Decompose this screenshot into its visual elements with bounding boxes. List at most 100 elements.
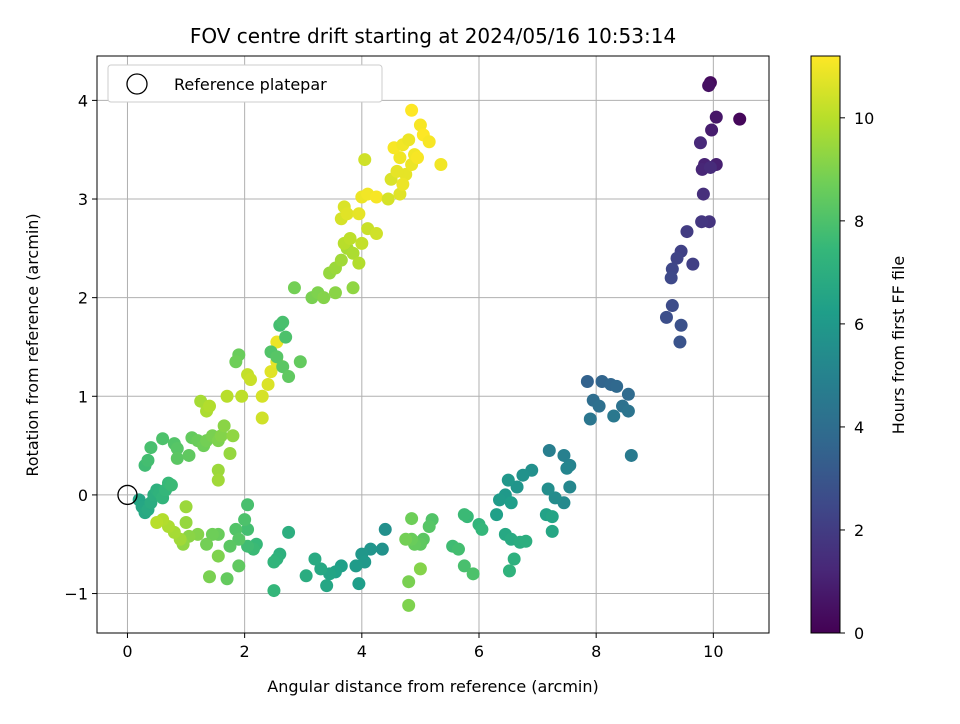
data-point bbox=[405, 512, 419, 526]
data-point bbox=[287, 281, 301, 295]
y-axis-label: Rotation from reference (arcmin) bbox=[23, 213, 42, 476]
data-point bbox=[352, 577, 366, 591]
data-point bbox=[399, 532, 413, 546]
data-point bbox=[346, 246, 360, 260]
data-point bbox=[475, 522, 489, 536]
data-point bbox=[422, 135, 436, 149]
x-tick-label: 8 bbox=[591, 642, 601, 661]
data-point bbox=[501, 473, 515, 487]
data-point bbox=[592, 399, 606, 413]
data-point bbox=[507, 552, 521, 566]
data-point bbox=[282, 370, 296, 384]
data-point bbox=[674, 318, 688, 332]
plot-frame bbox=[96, 55, 770, 634]
data-point bbox=[343, 231, 357, 245]
data-point bbox=[702, 79, 716, 93]
data-point bbox=[314, 562, 328, 576]
y-tick-label: −1 bbox=[64, 585, 88, 604]
data-point bbox=[211, 463, 225, 477]
data-point bbox=[270, 350, 284, 364]
colorbar-tick-label: 10 bbox=[854, 109, 874, 128]
data-point bbox=[705, 123, 719, 137]
data-point bbox=[200, 537, 214, 551]
data-point bbox=[542, 444, 556, 458]
data-point bbox=[673, 335, 687, 349]
data-point bbox=[607, 409, 621, 423]
data-point bbox=[328, 286, 342, 300]
data-point bbox=[709, 110, 723, 124]
data-point bbox=[457, 508, 471, 522]
data-point bbox=[214, 429, 228, 443]
data-point bbox=[144, 441, 158, 455]
data-point bbox=[320, 579, 334, 593]
data-point bbox=[516, 468, 530, 482]
data-point bbox=[235, 389, 249, 403]
data-point bbox=[390, 164, 404, 178]
data-point bbox=[211, 549, 225, 563]
data-point bbox=[352, 207, 366, 221]
x-tick-label: 6 bbox=[474, 642, 484, 661]
data-point bbox=[220, 389, 234, 403]
y-tick-label: 0 bbox=[78, 486, 88, 505]
reference-point-marker bbox=[117, 484, 138, 506]
data-point bbox=[243, 373, 257, 387]
data-point bbox=[279, 330, 293, 344]
colorbar-tick-label: 2 bbox=[854, 521, 864, 540]
data-point bbox=[381, 192, 395, 206]
data-point bbox=[308, 552, 322, 566]
data-point bbox=[410, 151, 424, 165]
y-tick-label: 4 bbox=[78, 91, 88, 110]
data-point bbox=[405, 103, 419, 117]
x-tick-label: 4 bbox=[357, 642, 367, 661]
colorbar-tick-label: 6 bbox=[854, 315, 864, 334]
data-point bbox=[340, 207, 354, 221]
data-point bbox=[624, 448, 638, 462]
data-point bbox=[293, 355, 307, 369]
data-point bbox=[156, 432, 170, 446]
data-point bbox=[241, 522, 255, 536]
data-point bbox=[164, 478, 178, 492]
data-point bbox=[402, 575, 416, 589]
data-point bbox=[179, 516, 193, 530]
colorbar-label: Hours from first FF file bbox=[889, 256, 908, 435]
data-point bbox=[393, 151, 407, 165]
data-point bbox=[276, 315, 290, 329]
data-point bbox=[232, 559, 246, 573]
data-point bbox=[686, 257, 700, 271]
data-point bbox=[150, 516, 164, 530]
data-point bbox=[422, 519, 436, 533]
data-point bbox=[232, 532, 246, 546]
data-point bbox=[170, 442, 184, 456]
y-tick-label: 1 bbox=[78, 387, 88, 406]
data-point bbox=[413, 118, 427, 132]
x-tick-label: 10 bbox=[703, 642, 723, 661]
data-point bbox=[369, 227, 383, 241]
legend: Reference platepar bbox=[107, 64, 383, 103]
data-point bbox=[241, 539, 255, 553]
data-point bbox=[369, 190, 383, 204]
data-point bbox=[202, 399, 216, 413]
legend-box bbox=[107, 64, 383, 103]
colorbar-tick-label: 4 bbox=[854, 418, 864, 437]
data-point bbox=[229, 355, 243, 369]
data-point bbox=[346, 281, 360, 295]
data-point bbox=[182, 448, 196, 462]
data-point bbox=[238, 513, 252, 527]
colorbar-ticks: 0 2 4 6 8 10 bbox=[840, 109, 874, 643]
x-axis-ticks: 0 2 4 6 8 10 bbox=[122, 633, 724, 661]
data-point bbox=[451, 542, 465, 556]
x-axis-label: Angular distance from reference (arcmin) bbox=[267, 677, 598, 696]
data-point bbox=[621, 404, 635, 418]
x-tick-label: 2 bbox=[240, 642, 250, 661]
data-point bbox=[664, 271, 678, 285]
data-point bbox=[358, 153, 372, 167]
data-point bbox=[548, 491, 562, 505]
data-point bbox=[170, 451, 184, 465]
data-point bbox=[693, 136, 707, 150]
x-tick-label: 0 bbox=[122, 642, 132, 661]
data-point bbox=[202, 570, 216, 584]
data-point bbox=[141, 453, 155, 467]
data-point bbox=[276, 360, 290, 374]
scatter-points bbox=[117, 76, 747, 612]
data-point bbox=[434, 157, 448, 171]
